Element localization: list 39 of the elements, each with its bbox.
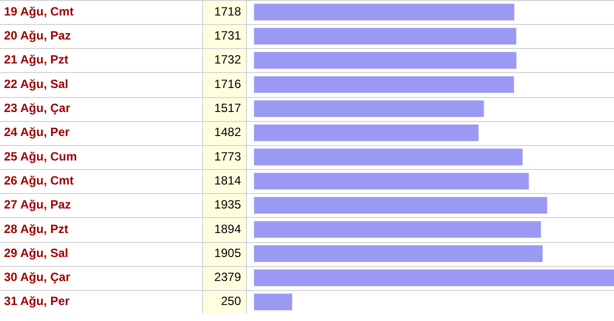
y-tick-label: 24 Ağu, Per (4, 125, 70, 140)
bar (254, 100, 484, 118)
y-tick-label: 22 Ağu, Sal (4, 76, 68, 91)
y-tick-label: 23 Ağu, Çar (4, 101, 71, 116)
y-tick-label: 28 Ağu, Pzt (4, 222, 68, 236)
y-tick-label: 26 Ağu, Cmt (4, 173, 74, 188)
y-tick-label: 21 Ağu, Pzt (4, 52, 68, 67)
data-label: 1718 (214, 4, 242, 18)
bar (254, 245, 543, 262)
bar (254, 294, 292, 310)
bar (254, 172, 529, 190)
bar (254, 221, 541, 238)
y-tick-label: 20 Ağu, Paz (4, 28, 71, 43)
y-tick-label: 30 Ağu, Çar (4, 270, 71, 284)
data-label: 2379 (214, 270, 242, 284)
bar (254, 76, 514, 93)
data-label: 1894 (214, 222, 242, 236)
y-tick-label: 19 Ağu, Cmt (4, 4, 74, 18)
bar (254, 269, 614, 286)
data-label: 1731 (214, 28, 242, 43)
data-label: 1716 (214, 76, 242, 91)
data-label: 1482 (214, 125, 242, 140)
bar (254, 148, 523, 166)
y-tick-label: 25 Ağu, Cum (4, 149, 77, 164)
data-label: 1905 (214, 246, 242, 260)
data-label: 250 (220, 294, 242, 308)
data-label: 1732 (214, 52, 242, 67)
data-label: 1773 (214, 149, 242, 164)
data-label: 1814 (214, 173, 242, 188)
bar (254, 196, 548, 214)
y-tick-label: 31 Ağu, Per (4, 294, 70, 308)
bar (254, 4, 514, 20)
bar (254, 124, 479, 142)
bar (254, 28, 516, 45)
data-label: 1935 (214, 198, 242, 212)
bar (254, 52, 516, 69)
y-tick-label: 27 Ağu, Paz (4, 198, 71, 212)
y-tick-label: 29 Ağu, Sal (4, 246, 68, 260)
data-label: 1517 (214, 101, 242, 116)
